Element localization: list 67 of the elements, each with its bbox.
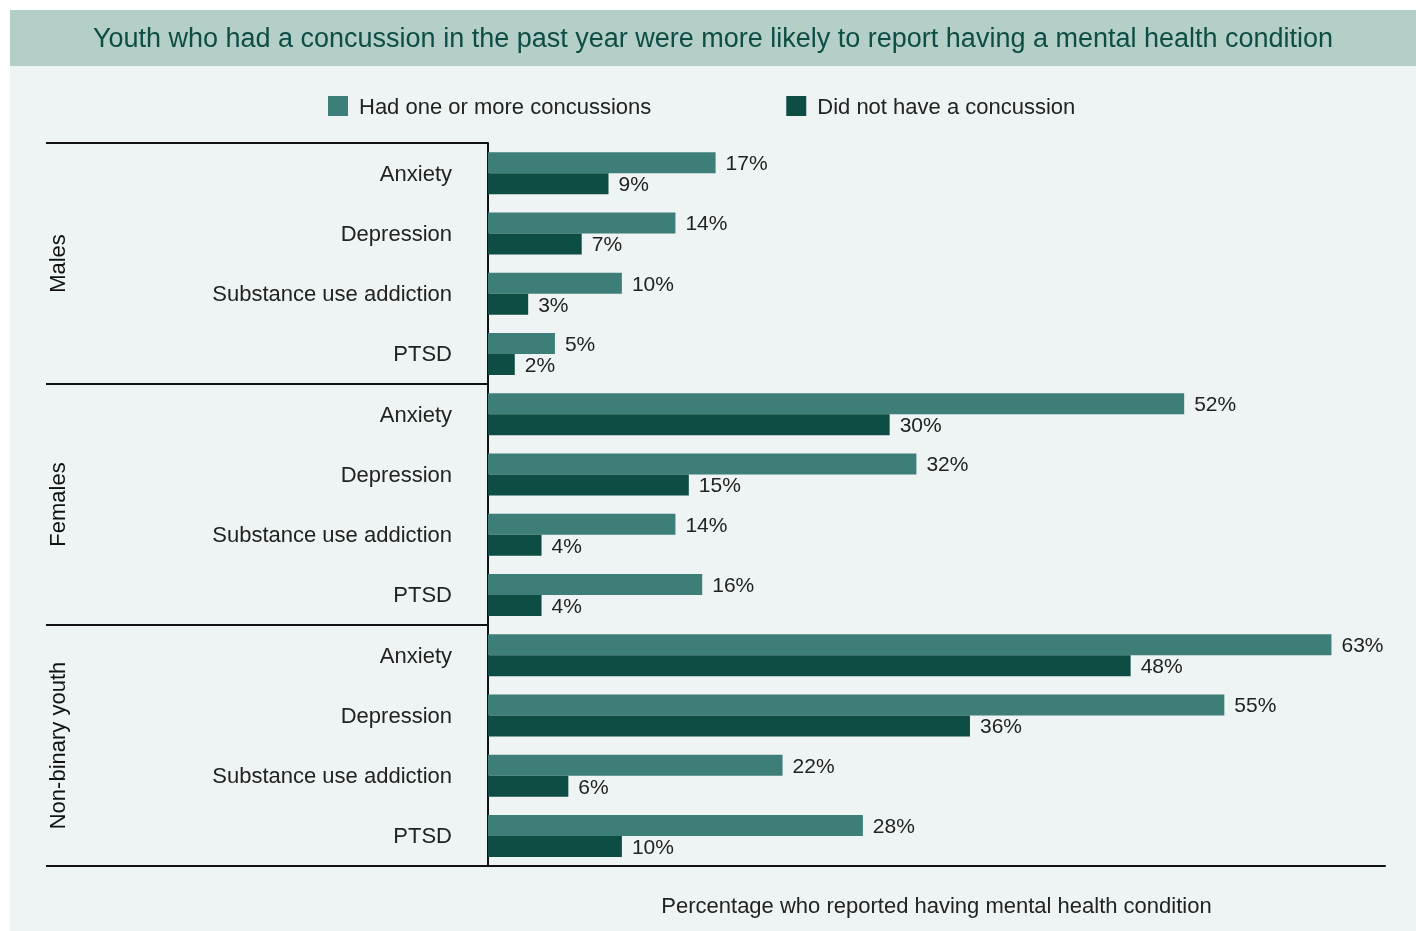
bar: [488, 655, 1131, 677]
bar: [488, 152, 716, 174]
data-label: 28%: [872, 813, 915, 837]
data-label: 14%: [685, 512, 728, 536]
data-label: 7%: [591, 232, 623, 256]
data-label: 9%: [618, 172, 649, 196]
bar: [488, 393, 1185, 415]
bar: [488, 212, 676, 234]
data-label: 16%: [712, 572, 755, 596]
bar: [488, 332, 555, 354]
bar: [488, 513, 676, 535]
data-label: 4%: [551, 593, 582, 617]
y-tick-label: PTSD: [393, 341, 452, 367]
data-label: 10%: [631, 271, 674, 295]
y-tick-label: Anxiety: [379, 401, 452, 427]
legend-label: Did not have a concussion: [817, 93, 1076, 119]
data-label: 14%: [685, 211, 728, 235]
y-tick-label: Anxiety: [379, 642, 452, 668]
bar: [488, 272, 622, 294]
bar: [488, 534, 542, 556]
bar: [488, 414, 890, 436]
y-tick-label: Depression: [340, 461, 452, 487]
y-tick-label: Substance use addiction: [212, 522, 452, 548]
bar: [488, 233, 582, 255]
bar: [488, 453, 917, 475]
bar: [488, 814, 863, 836]
bar: [488, 634, 1332, 656]
y-tick-label: Depression: [340, 702, 452, 728]
data-label: 6%: [578, 774, 609, 798]
x-axis-title: Percentage who reported having mental health condition: [661, 892, 1212, 918]
data-label: 52%: [1194, 392, 1237, 416]
bar: [488, 594, 542, 616]
data-label: 63%: [1341, 633, 1384, 657]
y-tick-label: PTSD: [393, 582, 452, 608]
y-tick-label: PTSD: [393, 823, 452, 849]
data-label: 55%: [1234, 693, 1277, 717]
bar: [488, 835, 622, 857]
data-label: 5%: [564, 331, 596, 355]
y-tick-label: Substance use addiction: [212, 281, 452, 307]
data-label: 22%: [792, 753, 835, 777]
bar: [488, 775, 569, 797]
text: Non-binary youth: [44, 661, 70, 830]
data-label: 17%: [725, 151, 768, 175]
chart-title: Youth who had a concussion in the past year were more likely to report having a mental health condition: [10, 10, 1416, 66]
data-label: 10%: [631, 834, 674, 858]
data-label: 2%: [524, 352, 556, 376]
data-label: 15%: [698, 473, 741, 497]
y-tick-label: Anxiety: [379, 160, 452, 186]
text: Males: [44, 234, 70, 293]
bar: [488, 754, 783, 776]
bar: [488, 293, 529, 315]
legend-label: Had one or more concussions: [359, 93, 652, 119]
bar: [488, 715, 970, 737]
data-label: 3%: [538, 292, 569, 316]
bar: [488, 353, 515, 375]
bar: [488, 694, 1225, 716]
data-label: 4%: [551, 533, 582, 557]
text: Females: [44, 462, 70, 547]
y-tick-label: Depression: [340, 220, 452, 246]
data-label: 36%: [979, 714, 1022, 738]
bar: [488, 474, 689, 496]
y-tick-label: Substance use addiction: [212, 763, 452, 789]
data-label: 48%: [1140, 654, 1183, 678]
data-label: 30%: [899, 413, 942, 437]
bar: [488, 573, 703, 595]
data-label: 32%: [926, 452, 969, 476]
bar: [488, 173, 609, 195]
